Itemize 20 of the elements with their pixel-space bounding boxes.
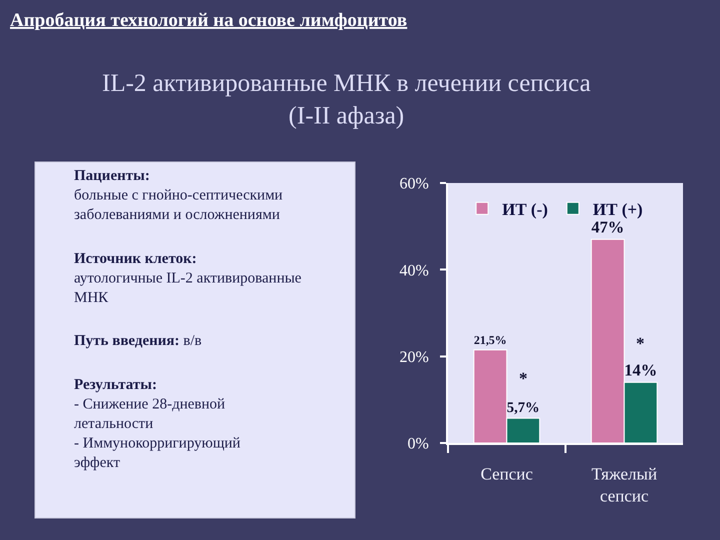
y-tick-label: 60% (399, 176, 429, 193)
data-label: 21,5% (474, 333, 507, 348)
data-label: 5,7% (506, 400, 540, 416)
data-label: 47% (591, 217, 624, 236)
y-tick-label: 40% (399, 262, 429, 280)
text: Путь введения: в/в (74, 333, 202, 349)
legend-label: ИТ (-) (502, 200, 548, 219)
text: Источник клеток: аутологичные IL-2 активированные МНК (74, 251, 302, 306)
x-tick-label: Тяжелый сепсис (591, 464, 658, 506)
text: Пациенты: больные с гнойно-септическими заболеваниями и осложнениями (74, 168, 283, 223)
annotation: * (519, 369, 528, 388)
data-label: 14% (624, 360, 658, 380)
y-tick-label: 20% (399, 348, 429, 366)
legend-label: ИТ (+) (592, 200, 643, 219)
annotation: * (636, 334, 644, 353)
y-tick-label: 0% (407, 436, 429, 453)
x-tick-label: Сепсис (480, 464, 534, 484)
text: Апробация технологий на основе лимфоцитов (10, 10, 408, 31)
text: IL-2 активированные МНК в лечении сепсиса (I-II афаза) (102, 70, 591, 130)
text: Результаты: - Снижение 28-дневной летальности - Иммунокорригирующий эффект (74, 377, 240, 471)
